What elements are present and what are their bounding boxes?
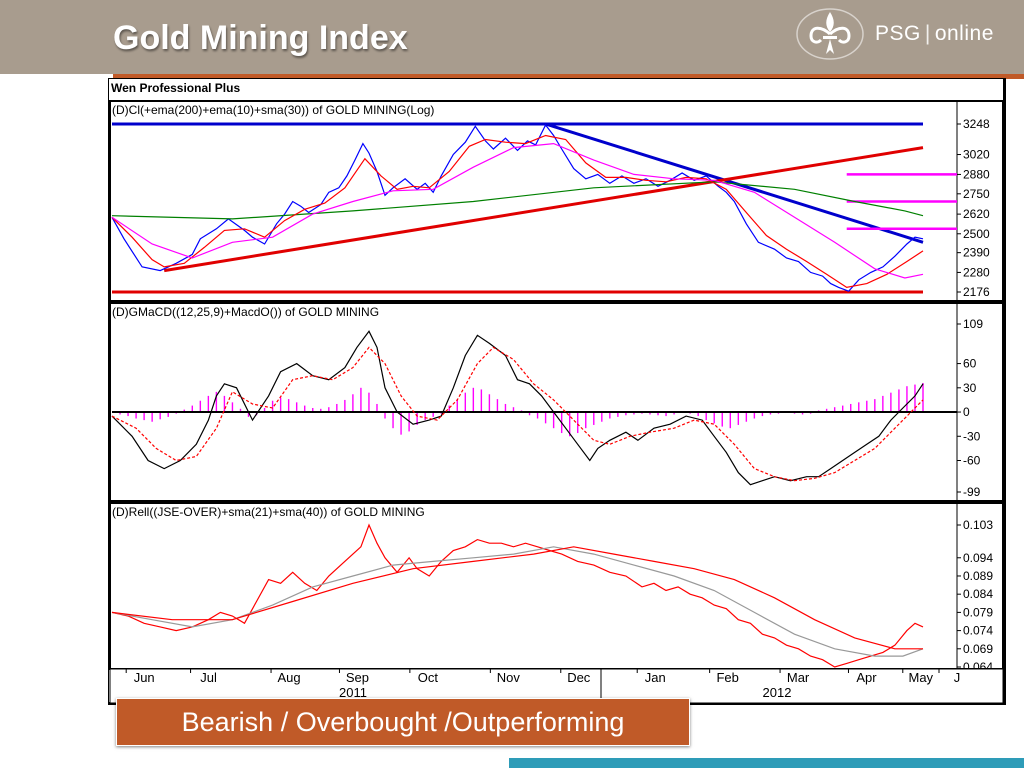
- y-tick-label: 2390: [963, 246, 990, 260]
- page-title: Gold Mining Index: [113, 19, 408, 57]
- y-tick-label: 0.069: [963, 642, 993, 656]
- x-tick-label: Mar: [787, 670, 810, 685]
- y-tick-label: 2176: [963, 285, 990, 299]
- y-tick-label: 0.094: [963, 551, 993, 565]
- series-line-sma-21-: [111, 546, 924, 657]
- series-line-cl: [111, 123, 924, 292]
- series-line-sma-30-: [111, 142, 924, 279]
- x-tick-label: Jul: [200, 670, 217, 685]
- y-tick-label: 2500: [963, 227, 990, 241]
- series-line-ema-200-: [111, 181, 924, 220]
- x-tick-label: Nov: [497, 670, 521, 685]
- y-tick-label: 0.089: [963, 569, 993, 583]
- panel-frame: [109, 502, 1004, 670]
- logo-separator: |: [924, 22, 931, 45]
- x-tick-label: Aug: [277, 670, 300, 685]
- y-tick-label: 109: [963, 317, 983, 331]
- x-tick-label: Jun: [134, 670, 155, 685]
- y-tick-label: -30: [963, 429, 981, 443]
- x-tick-label: Feb: [716, 670, 738, 685]
- y-tick-label: -60: [963, 454, 981, 468]
- x-tick-label: Apr: [856, 670, 877, 685]
- software-title: Wen Professional Plus: [111, 81, 240, 95]
- x-tick-label: Dec: [567, 670, 591, 685]
- signal-badge-text: Bearish / Overbought /Outperforming: [181, 707, 625, 737]
- accent-rule: [113, 74, 1024, 79]
- series-line-gmacd: [111, 330, 924, 486]
- x-tick-label: May: [909, 670, 934, 685]
- fleur-de-lis-icon: [796, 8, 864, 60]
- chart-panel-1: (D)Cl(+ema(200)+ema(10)+sma(30)) of GOLD…: [109, 100, 1004, 302]
- chart-panels: (D)Cl(+ema(200)+ema(10)+sma(30)) of GOLD…: [109, 100, 1004, 674]
- year-label: 2011: [339, 685, 367, 700]
- y-tick-label: 0.084: [963, 587, 993, 601]
- y-tick-label: 2880: [963, 167, 990, 181]
- y-tick-label: 30: [963, 381, 977, 395]
- y-tick-label: 2280: [963, 265, 990, 279]
- x-tick-label: J: [954, 670, 961, 685]
- y-tick-label: 0.079: [963, 605, 993, 619]
- x-tick-label: Sep: [346, 670, 369, 685]
- series-line-rell: [111, 523, 924, 668]
- y-tick-label: 0.074: [963, 624, 993, 638]
- series-line-sma-40-: [111, 546, 923, 650]
- panel-title: (D)GMaCD((12,25,9)+MacdO()) of GOLD MINI…: [112, 305, 379, 319]
- y-tick-label: 60: [963, 357, 977, 371]
- logo-suffix: online: [934, 22, 994, 45]
- chart-panel-2: (D)GMaCD((12,25,9)+MacdO()) of GOLD MINI…: [109, 302, 1004, 502]
- header-bar: Gold Mining Index PSG | online: [0, 0, 1024, 74]
- series-line-ema-10-: [111, 134, 924, 289]
- y-tick-label: 2620: [963, 207, 990, 221]
- y-tick-label: 0.103: [963, 518, 993, 532]
- y-tick-label: 0: [963, 405, 970, 419]
- psg-online-logo[interactable]: PSG | online: [795, 6, 1005, 62]
- series-line-signal: [111, 346, 924, 482]
- signal-badge: Bearish / Overbought /Outperforming: [116, 698, 690, 746]
- y-tick-label: 3248: [963, 117, 990, 131]
- x-tick-label: Jan: [645, 670, 666, 685]
- x-axis: Jun Jul Aug Sep Oct Nov Dec Jan Feb Mar Apr May J 201…: [109, 668, 1004, 704]
- panel-title: (D)Rell((JSE-OVER)+sma(21)+sma(40)) of G…: [112, 505, 425, 519]
- logo-text: PSG | online: [875, 22, 994, 46]
- y-tick-label: 3020: [963, 148, 990, 162]
- x-tick-label: Oct: [418, 670, 439, 685]
- y-tick-label: -99: [963, 485, 981, 499]
- trendline: [163, 146, 924, 273]
- panel-frame: [109, 302, 1004, 502]
- panel-title: (D)Cl(+ema(200)+ema(10)+sma(30)) of GOLD…: [112, 103, 434, 117]
- bottom-accent-bar: [509, 758, 1024, 768]
- chart-panel-3: (D)Rell((JSE-OVER)+sma(21)+sma(40)) of G…: [109, 502, 1004, 674]
- y-tick-label: 2750: [963, 187, 990, 201]
- chart-canvas: Wen Professional Plus (D)Cl(+ema(200)+em…: [109, 81, 1004, 704]
- logo-brand: PSG: [875, 22, 921, 45]
- chart-window: Wen Professional Plus (D)Cl(+ema(200)+em…: [108, 78, 1006, 705]
- year-label: 2012: [763, 685, 792, 700]
